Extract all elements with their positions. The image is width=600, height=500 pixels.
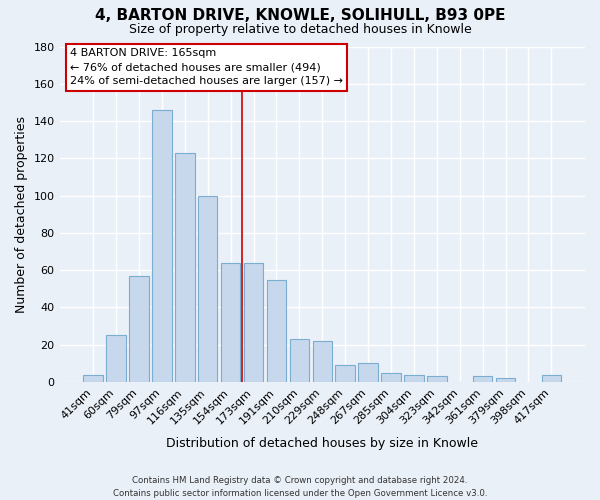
- Bar: [221, 262, 241, 382]
- Bar: [358, 364, 378, 382]
- Bar: [313, 341, 332, 382]
- X-axis label: Distribution of detached houses by size in Knowle: Distribution of detached houses by size …: [166, 437, 478, 450]
- Bar: [335, 366, 355, 382]
- Bar: [404, 374, 424, 382]
- Y-axis label: Number of detached properties: Number of detached properties: [15, 116, 28, 313]
- Bar: [244, 262, 263, 382]
- Bar: [129, 276, 149, 382]
- Bar: [267, 280, 286, 382]
- Text: Contains HM Land Registry data © Crown copyright and database right 2024.
Contai: Contains HM Land Registry data © Crown c…: [113, 476, 487, 498]
- Bar: [381, 372, 401, 382]
- Bar: [175, 153, 194, 382]
- Bar: [290, 339, 309, 382]
- Text: 4, BARTON DRIVE, KNOWLE, SOLIHULL, B93 0PE: 4, BARTON DRIVE, KNOWLE, SOLIHULL, B93 0…: [95, 8, 505, 22]
- Bar: [427, 376, 446, 382]
- Bar: [83, 374, 103, 382]
- Bar: [198, 196, 217, 382]
- Bar: [473, 376, 493, 382]
- Bar: [106, 336, 126, 382]
- Bar: [152, 110, 172, 382]
- Bar: [496, 378, 515, 382]
- Bar: [542, 374, 561, 382]
- Text: 4 BARTON DRIVE: 165sqm
← 76% of detached houses are smaller (494)
24% of semi-de: 4 BARTON DRIVE: 165sqm ← 76% of detached…: [70, 48, 343, 86]
- Text: Size of property relative to detached houses in Knowle: Size of property relative to detached ho…: [128, 22, 472, 36]
